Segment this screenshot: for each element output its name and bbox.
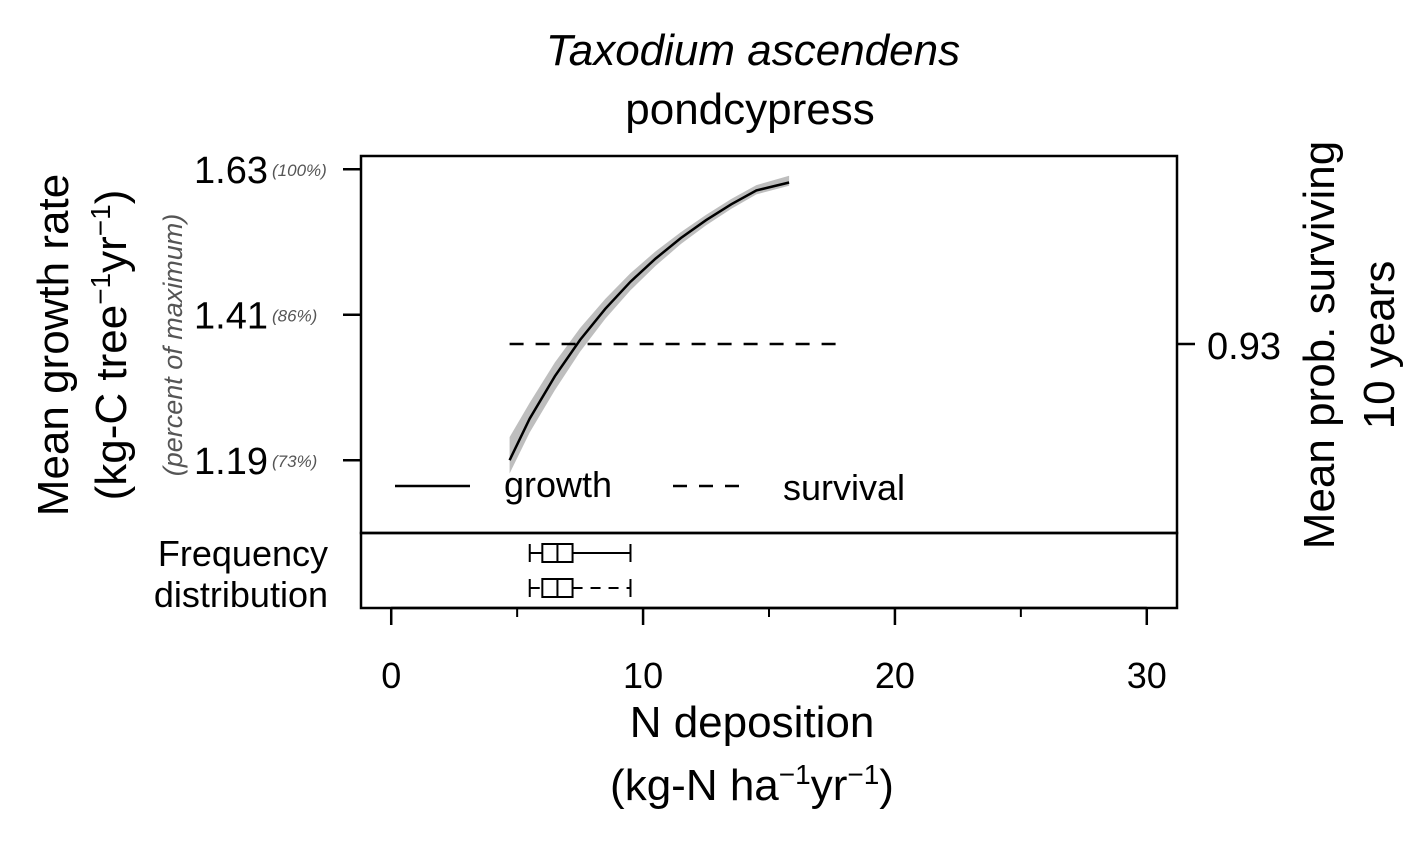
growth-ci-band: [509, 175, 790, 474]
x-axis: 0 10 20 30: [381, 606, 1167, 696]
growth-line: [508, 181, 790, 461]
main-plot-frame: [359, 154, 1179, 535]
x-tick-label: 10: [623, 655, 663, 696]
y-left-tick-label: 1.19: [194, 441, 268, 483]
y-right-label-line1: Mean prob. surviving: [1295, 141, 1344, 549]
chart-title-species: Taxodium ascendens: [546, 26, 960, 75]
y-right-tick-label: 0.93: [1207, 326, 1281, 368]
y-left-sublabel: (percent of maximum): [158, 214, 188, 477]
y-left-tick-pct: (86%): [272, 307, 317, 326]
y-right-label-line2: 10 years: [1355, 261, 1404, 430]
y-left-label-line1: Mean growth rate: [29, 174, 78, 516]
chart-title-common: pondcypress: [625, 85, 874, 134]
legend-growth-label: growth: [504, 464, 612, 505]
legend-survival-label: survival: [783, 467, 905, 508]
y-axis-left: 1.63 (100%) 1.41 (86%) 1.19 (73%): [194, 150, 361, 483]
y-left-label-line2: (kg-C tree−1yr−1): [85, 190, 136, 501]
x-label-line2: (kg-N ha−1yr−1): [610, 759, 894, 810]
freq-label-line1: Frequency: [158, 533, 328, 574]
y-left-tick-label: 1.41: [194, 296, 268, 338]
y-left-tick-label: 1.63: [194, 150, 268, 192]
y-left-tick-pct: (100%): [272, 161, 327, 180]
boxplot-panel-frame: [359, 531, 1179, 610]
x-tick-label: 0: [381, 655, 401, 696]
x-label-line1: N deposition: [630, 698, 875, 747]
x-tick-label: 30: [1127, 655, 1167, 696]
y-left-tick-pct: (73%): [272, 452, 317, 471]
boxplots: [528, 543, 632, 598]
x-tick-label: 20: [875, 655, 915, 696]
freq-label-line2: distribution: [154, 574, 328, 615]
